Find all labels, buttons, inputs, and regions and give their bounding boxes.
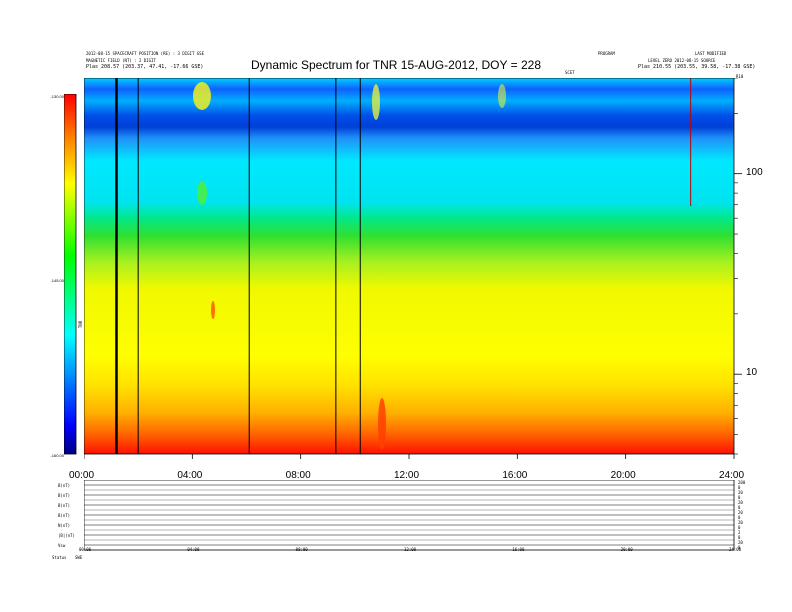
panel-right-label: 0	[738, 535, 741, 540]
colorbar	[64, 94, 77, 455]
panel-row-label: B(nT)	[58, 512, 71, 518]
chart-title: Dynamic Spectrum for TNR 15-AUG-2012, DO…	[250, 58, 541, 72]
panel-x-tick-label: 04:00	[187, 547, 200, 552]
burst-2	[372, 84, 380, 120]
panel-row-label: Vsw	[58, 542, 66, 548]
x-tick-label: 04:00	[177, 470, 203, 481]
panel-right-label: 0	[738, 485, 741, 490]
panel-right-label: 20	[738, 500, 743, 505]
panel-right-label: 20	[738, 510, 743, 515]
x-tick-label: 12:00	[394, 470, 420, 481]
panel-row-label: B(nT)	[58, 502, 71, 508]
y-tick-label: 100	[746, 166, 763, 178]
header-left-line-2: MAGNETIC FIELD (NT) : 2 DIGIT	[86, 58, 156, 63]
panel-row-label: N(nT)	[58, 522, 71, 528]
panel-right-label: 0	[738, 505, 741, 510]
x-tick-label: 08:00	[285, 470, 311, 481]
colorbar-tick-mid: -145.00	[50, 278, 64, 283]
panel-right-label: 20	[738, 540, 743, 545]
top-right-code: R10	[736, 74, 744, 79]
parameter-panel	[84, 480, 735, 551]
panel-footer-swe: SWE	[75, 555, 83, 560]
y-tick-label: 10	[746, 367, 758, 379]
header-left-line-3: Plas 208.57 (203.37, 47.41, -17.66 GSE)	[86, 64, 204, 70]
panel-right-label: 0	[738, 545, 741, 550]
panel-x-tick-label: 24:00	[729, 547, 742, 552]
panel-footer-status: Status	[52, 555, 67, 560]
header-right-source: LEVEL ZERO 2012-08-15 SOURCE	[648, 58, 716, 63]
red-feature-2	[378, 398, 386, 450]
x-tick-label: 24:00	[719, 470, 745, 481]
panel-x-tick-label: 16:00	[512, 547, 525, 552]
burst-3	[498, 84, 506, 108]
x-tick-label: 16:00	[502, 470, 528, 481]
colorbar-tick-bottom: -160.00	[50, 453, 64, 458]
panel-row-label: B(nT)	[58, 492, 71, 498]
panel-right-label: 0	[738, 525, 741, 530]
spectrogram	[84, 78, 742, 459]
red-feature-1	[211, 301, 215, 319]
x-tick-label: 00:00	[69, 470, 95, 481]
header-right-program: PROGRAM	[598, 51, 615, 56]
colorbar-tick-top: -130.00	[50, 94, 64, 99]
panel-x-tick-label: 20:00	[620, 547, 633, 552]
panel-right-label: 20	[738, 520, 743, 525]
burst-1	[193, 82, 211, 110]
panel-right-label: 0	[738, 495, 741, 500]
header-right-plas: Plas 210.55 (203.55, 39.58, -17.38 GSE)	[638, 64, 756, 70]
panel-right-label: 2	[738, 530, 741, 535]
header-right-modified: LAST MODIFIED	[695, 51, 727, 56]
header-right-scet: SCET	[565, 70, 575, 75]
panel-right-label: 0	[738, 515, 741, 520]
panel-right-label: 20	[738, 490, 743, 495]
panel-right-label: 200	[738, 480, 746, 485]
burst-1-tail	[197, 181, 207, 205]
panel-row-label: B(nT)	[58, 482, 71, 488]
colorbar-label: TNR	[78, 320, 84, 329]
panel-row-label: |B|(nT)	[58, 532, 75, 538]
panel-x-tick-label: 00:00	[79, 547, 92, 552]
header-left-line-1: 2012-08-15 SPACECRAFT POSITION (RE) : 3 …	[86, 51, 205, 56]
panel-x-tick-label: 08:00	[295, 547, 308, 552]
x-tick-label: 20:00	[610, 470, 636, 481]
panel-x-tick-label: 12:00	[404, 547, 417, 552]
